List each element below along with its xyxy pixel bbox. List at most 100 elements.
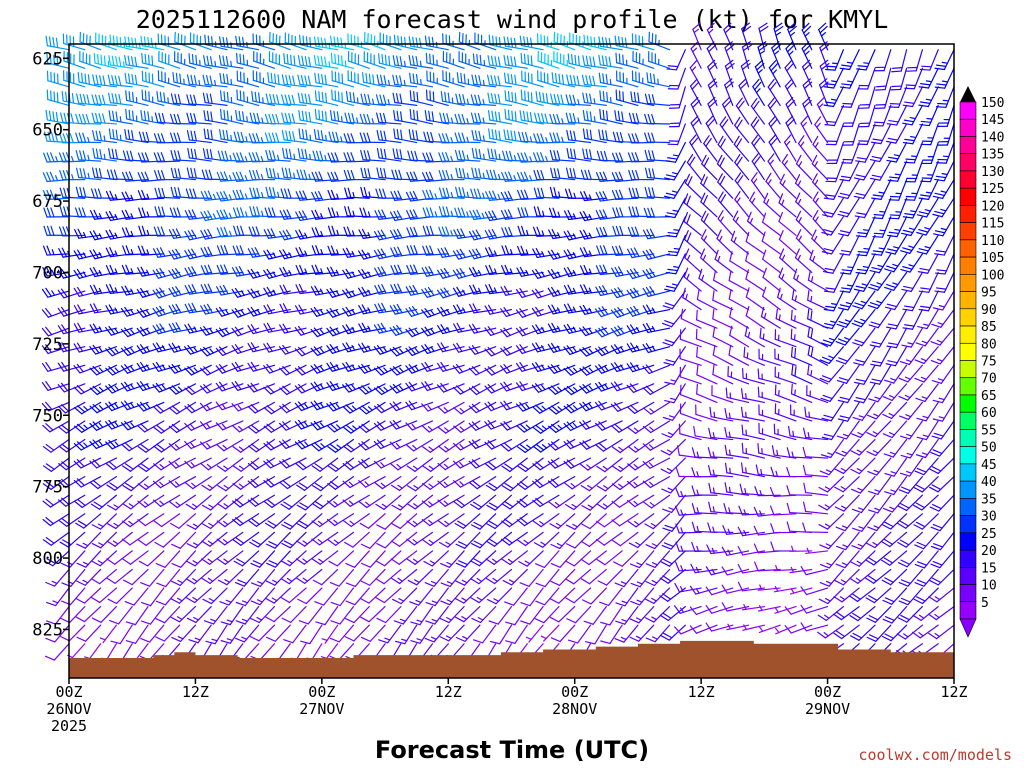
barb-shaft xyxy=(133,587,149,606)
barb-flag-full xyxy=(225,56,229,67)
barb-flag-full xyxy=(57,343,64,353)
barb-flag-full xyxy=(367,168,371,179)
barb-flag-half xyxy=(130,365,135,372)
barb-flag-half xyxy=(351,384,356,391)
barb-flag-full xyxy=(171,269,179,279)
barb-flag-half xyxy=(193,616,199,621)
barb-flag-full xyxy=(121,538,131,546)
barb-flag-full xyxy=(89,324,96,334)
wind-barb xyxy=(93,53,118,69)
barb-flag-half xyxy=(443,463,449,469)
barb-flag-half xyxy=(302,577,309,582)
barb-flag-full xyxy=(268,207,273,218)
barb-flag-half xyxy=(461,579,468,584)
barb-flag-full xyxy=(124,54,127,66)
barb-flag-full xyxy=(272,150,276,161)
barb-flag-full xyxy=(281,74,285,85)
barb-flag-full xyxy=(73,305,80,315)
barb-flag-full xyxy=(122,245,127,256)
barb-flag-half xyxy=(245,211,248,218)
barb-flag-full xyxy=(115,129,119,141)
barb-flag-half xyxy=(223,503,229,508)
wind-barb xyxy=(469,476,497,490)
barb-flag-full xyxy=(331,225,336,236)
barb-flag-full xyxy=(46,152,52,163)
barb-flag-full xyxy=(454,149,459,161)
barb-flag-full xyxy=(76,405,86,413)
barb-shaft xyxy=(148,643,165,661)
wind-barb xyxy=(422,531,449,547)
barb-flag-half xyxy=(428,446,434,451)
barb-flag-full xyxy=(122,558,132,565)
barb-flag-half xyxy=(319,309,324,315)
barb-flag-full xyxy=(255,152,261,163)
barb-flag-full xyxy=(366,132,371,143)
barb-flag-full xyxy=(170,150,175,161)
barb-flag-half xyxy=(98,441,104,447)
barb-flag-half xyxy=(429,560,436,565)
barb-flag-full xyxy=(283,521,294,528)
barb-flag-full xyxy=(320,56,324,67)
barb-flag-full xyxy=(195,54,198,66)
barb-flag-full xyxy=(399,111,403,122)
wind-barb xyxy=(89,438,118,450)
barb-flag-full xyxy=(159,287,166,297)
barb-flag-full xyxy=(533,169,538,181)
barb-flag-full xyxy=(474,74,478,86)
barb-flag-full xyxy=(489,640,501,645)
barb-shaft xyxy=(179,531,197,549)
barb-flag-full xyxy=(46,601,57,607)
barb-flag-full xyxy=(152,248,159,258)
wind-barb xyxy=(170,186,197,199)
barb-flag-full xyxy=(41,288,49,298)
barb-flag-full xyxy=(218,346,227,355)
barb-flag-full xyxy=(440,582,451,588)
barb-flag-half xyxy=(130,268,134,275)
barb-flag-half xyxy=(482,192,485,199)
barb-flag-full xyxy=(497,56,501,68)
barb-flag-full xyxy=(156,247,162,258)
wind-barb xyxy=(109,606,133,625)
barb-flag-full xyxy=(252,206,257,217)
barb-flag-full xyxy=(324,74,327,86)
barb-flag-half xyxy=(122,61,125,68)
barb-flag-full xyxy=(319,150,324,162)
barb-flag-full xyxy=(200,191,206,201)
barb-flag-half xyxy=(444,445,450,451)
barb-flag-full xyxy=(168,229,175,239)
barb-flag-half xyxy=(320,443,326,448)
barb-flag-full xyxy=(429,207,434,218)
barb-flag-full xyxy=(360,93,364,104)
barb-flag-full xyxy=(498,130,501,141)
wind-barb xyxy=(140,568,165,587)
wind-barb xyxy=(46,89,70,107)
barb-flag-full xyxy=(108,325,116,335)
barb-flag-full xyxy=(70,113,74,124)
barb-flag-full xyxy=(511,110,514,122)
barb-flag-full xyxy=(154,112,159,123)
barb-flag-full xyxy=(173,207,178,218)
barb-flag-full xyxy=(429,225,434,236)
barb-flag-full xyxy=(221,150,225,161)
barb-flag-half xyxy=(335,403,341,409)
barb-flag-half xyxy=(412,465,419,470)
wind-barb xyxy=(186,94,212,107)
wind-barb xyxy=(170,587,197,604)
barb-flag-full xyxy=(471,147,475,159)
barb-flag-half xyxy=(257,581,264,585)
barb-flag-full xyxy=(525,131,529,143)
barb-flag-full xyxy=(143,36,147,47)
barb-flag-full xyxy=(137,190,143,201)
wind-barb xyxy=(186,167,212,181)
barb-flag-full xyxy=(288,148,292,160)
barb-flag-full xyxy=(331,131,336,143)
barb-flag-full xyxy=(184,230,191,241)
barb-flag-full xyxy=(344,206,348,217)
barb-shaft xyxy=(163,624,181,642)
barb-flag-full xyxy=(415,73,419,85)
barb-flag-full xyxy=(140,287,147,297)
barb-flag-full xyxy=(224,150,229,162)
wind-barb xyxy=(43,550,70,567)
barb-flag-full xyxy=(533,542,544,548)
barb-flag-full xyxy=(108,128,112,139)
